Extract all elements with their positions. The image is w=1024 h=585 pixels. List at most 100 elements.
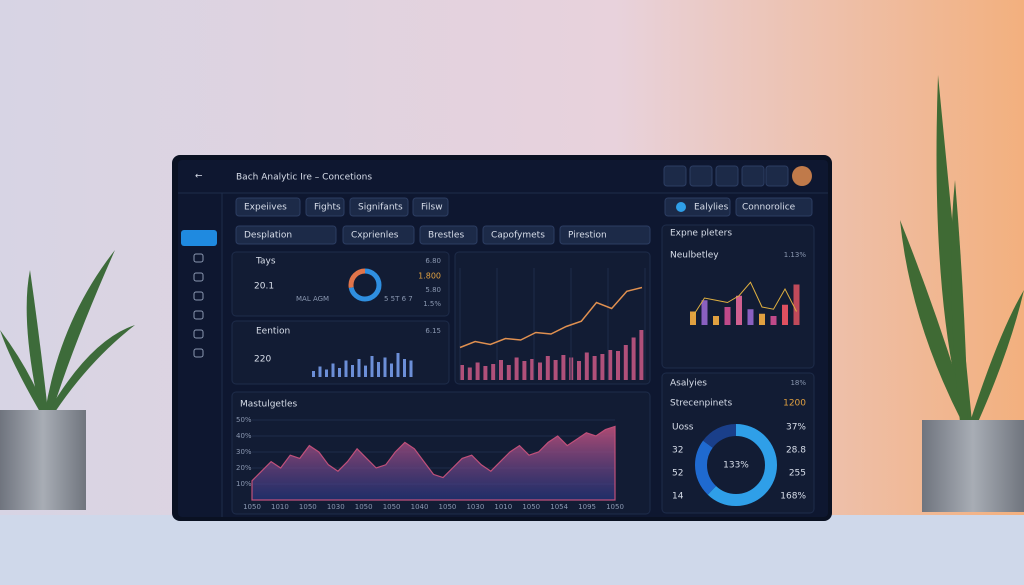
x-tick-label: 1050 (522, 503, 540, 511)
bar (530, 359, 535, 380)
bar (623, 345, 628, 380)
pill-label[interactable]: Fights (314, 203, 341, 213)
pill[interactable] (419, 225, 478, 245)
bar (639, 330, 644, 380)
pill[interactable] (235, 197, 301, 217)
bar (713, 316, 719, 325)
plant-left (0, 250, 135, 510)
pill-label[interactable]: Capofymets (491, 231, 545, 241)
sidebar-icon[interactable] (193, 272, 204, 282)
tool-button[interactable] (715, 165, 739, 187)
x-tick-label: 1050 (355, 503, 373, 511)
pill[interactable] (305, 197, 345, 217)
stat: 5.80 (425, 286, 441, 294)
pill-label[interactable]: Cxprienles (351, 231, 399, 241)
bar (312, 371, 315, 377)
bar (577, 361, 581, 380)
sidebar-icon[interactable] (193, 348, 204, 358)
bar (631, 337, 636, 380)
donut-legend: 28.8 (786, 446, 806, 456)
toggle-label[interactable]: Ealylies (694, 203, 729, 213)
bar (724, 307, 731, 325)
card-title: Tays (255, 257, 276, 267)
bar (553, 360, 558, 380)
stat: 6.80 (425, 257, 441, 265)
donut-legend: Uoss (672, 423, 694, 433)
donut-legend: 32 (672, 446, 683, 456)
toggle-label[interactable]: Connorolice (742, 203, 796, 213)
plant-right (900, 75, 1024, 512)
bar (499, 360, 503, 380)
sidebar-icon[interactable] (193, 310, 204, 320)
bar (584, 352, 589, 380)
stat: 1.5% (423, 300, 441, 308)
bar (403, 359, 406, 377)
x-tick-label: 1050 (383, 503, 401, 511)
bar (545, 356, 550, 380)
bar (467, 367, 472, 380)
refresh-button[interactable] (765, 165, 789, 187)
sidebar-icon[interactable] (193, 329, 204, 339)
header-icons (663, 165, 812, 187)
pill-label[interactable]: Desplation (244, 231, 292, 241)
user-button[interactable] (689, 165, 713, 187)
y-tick-label: 50% (236, 416, 252, 424)
bar (338, 368, 341, 377)
bar (782, 304, 788, 325)
pill[interactable] (349, 197, 409, 217)
donut-legend: 52 (672, 469, 683, 479)
toggle-dot (676, 202, 686, 212)
bar (538, 362, 542, 380)
bar (325, 369, 328, 377)
bar (616, 351, 620, 380)
search-button[interactable] (663, 165, 687, 187)
pill-label[interactable]: Filsw (421, 203, 443, 213)
trend-panel (454, 251, 651, 385)
pill[interactable] (559, 225, 651, 245)
donut-legend: 37% (786, 423, 806, 433)
pill[interactable] (235, 225, 337, 245)
bar (370, 356, 374, 377)
bar (390, 363, 393, 377)
stat: 1.800 (418, 272, 441, 281)
x-tick-label: 1030 (466, 503, 484, 511)
pill-label[interactable]: Expeiives (244, 203, 287, 213)
x-tick-label: 1050 (439, 503, 457, 511)
card-note: MAL AGM (296, 295, 329, 303)
donut-legend: 255 (789, 469, 806, 479)
bar (561, 355, 566, 380)
avatar[interactable] (792, 166, 812, 186)
pill-label[interactable]: Pirestion (568, 231, 607, 241)
x-tick-label: 1095 (578, 503, 596, 511)
card (231, 320, 450, 385)
bar (600, 354, 605, 380)
pill[interactable] (342, 225, 415, 245)
bar (318, 366, 322, 377)
sidebar-active[interactable] (181, 230, 217, 246)
stat: 6.15 (425, 327, 441, 335)
line (692, 281, 797, 317)
bar (770, 316, 777, 325)
card (231, 251, 450, 317)
donut-segment (348, 268, 382, 302)
sidebar-icon[interactable] (193, 291, 204, 301)
bar (608, 350, 613, 380)
bar (409, 360, 413, 377)
bar (747, 309, 754, 325)
bar (475, 362, 480, 380)
bar (483, 366, 488, 380)
bar (351, 365, 354, 377)
pill-label[interactable]: Signifants (358, 203, 403, 213)
pill[interactable] (482, 225, 555, 245)
sidebar-icon[interactable] (193, 253, 204, 263)
donut-legend: 14 (672, 492, 684, 502)
pill-label[interactable]: Brestles (428, 231, 464, 241)
card-value: 20.1 (254, 282, 274, 292)
toggle[interactable] (735, 197, 813, 217)
pill[interactable] (412, 197, 449, 217)
bar (331, 363, 335, 377)
back-arrow[interactable]: ← (195, 172, 203, 182)
bar (364, 365, 367, 377)
card-value: 220 (254, 355, 271, 365)
window-button[interactable] (741, 165, 765, 187)
